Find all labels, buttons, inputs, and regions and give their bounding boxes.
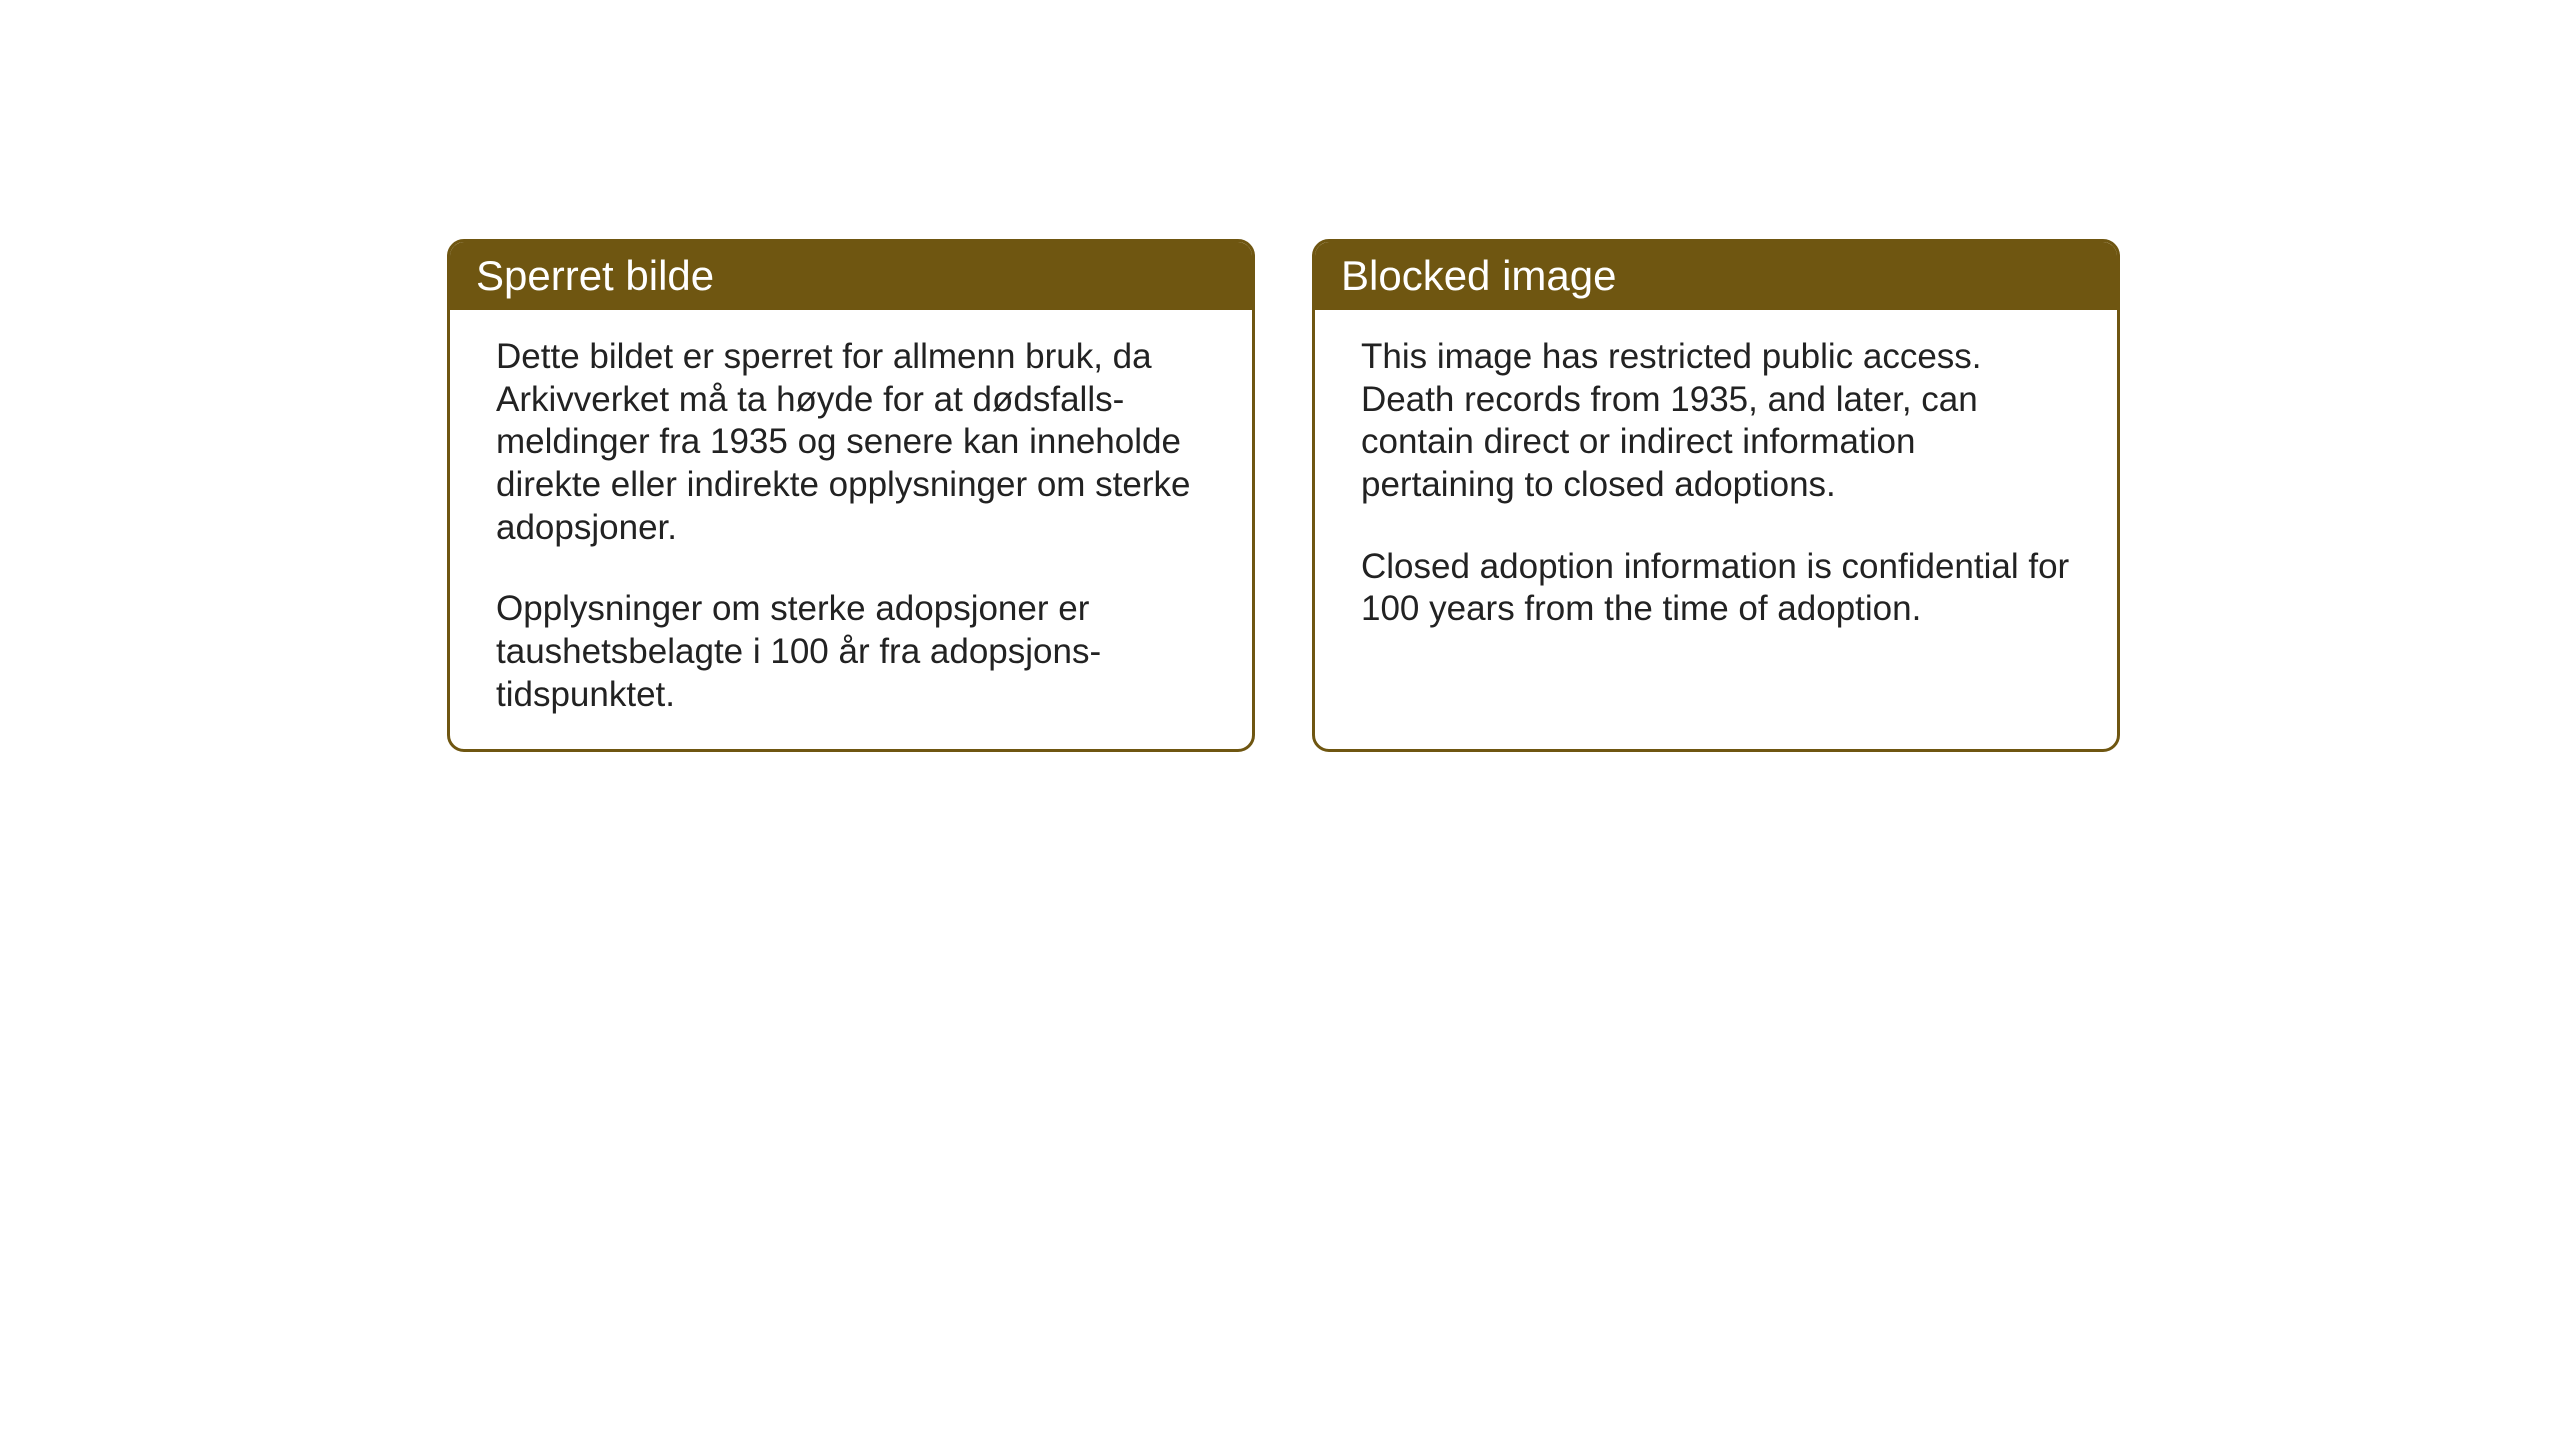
card-title: Sperret bilde [476, 252, 714, 299]
card-header: Blocked image [1315, 242, 2117, 310]
card-paragraph: This image has restricted public access.… [1361, 336, 2071, 507]
card-body: Dette bildet er sperret for allmenn bruk… [450, 310, 1252, 749]
notice-cards-container: Sperret bilde Dette bildet er sperret fo… [447, 239, 2120, 752]
card-paragraph: Closed adoption information is confident… [1361, 546, 2071, 631]
notice-card-norwegian: Sperret bilde Dette bildet er sperret fo… [447, 239, 1255, 752]
card-title: Blocked image [1341, 252, 1616, 299]
card-header: Sperret bilde [450, 242, 1252, 310]
card-paragraph: Dette bildet er sperret for allmenn bruk… [496, 336, 1206, 549]
notice-card-english: Blocked image This image has restricted … [1312, 239, 2120, 752]
card-body: This image has restricted public access.… [1315, 310, 2117, 720]
card-paragraph: Opplysninger om sterke adopsjoner er tau… [496, 588, 1206, 716]
